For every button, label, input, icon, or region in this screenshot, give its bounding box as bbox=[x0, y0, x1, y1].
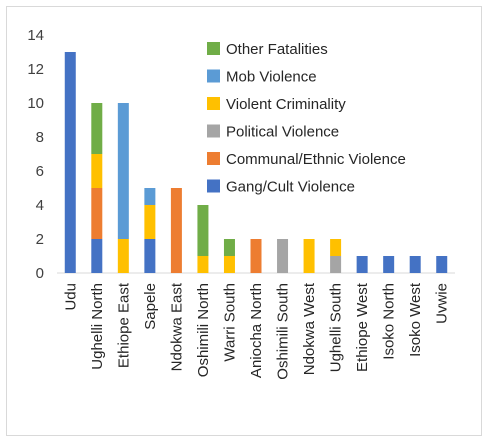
legend-swatch bbox=[207, 97, 220, 110]
bar-segment-other-fatalities bbox=[91, 103, 103, 154]
x-category-label: Oshimili North bbox=[195, 283, 212, 377]
bar-segment-violent-criminality bbox=[303, 239, 315, 273]
x-category-label: Sapele bbox=[142, 283, 159, 330]
bar-segment-gang-cult-violence bbox=[91, 239, 103, 273]
bar-segment-violent-criminality bbox=[223, 256, 235, 273]
y-tick-label: 8 bbox=[36, 129, 44, 146]
y-tick-label: 0 bbox=[36, 265, 44, 282]
y-tick-label: 10 bbox=[27, 95, 44, 112]
bar-segment-political-violence bbox=[277, 239, 289, 273]
x-category-label: Warri South bbox=[221, 283, 238, 362]
chart-frame bbox=[6, 6, 482, 436]
x-category-label: Ndokwa West bbox=[301, 282, 318, 375]
bar-segment-violent-criminality bbox=[117, 239, 129, 273]
x-category-label: Uvwie bbox=[434, 283, 451, 324]
bar-segment-violent-criminality bbox=[144, 205, 156, 239]
bar-segment-violent-criminality bbox=[330, 239, 342, 256]
bar-segment-gang-cult-violence bbox=[356, 256, 368, 273]
x-category-label: Ughelli North bbox=[89, 283, 106, 370]
x-category-label: Ndokwa East bbox=[168, 282, 185, 371]
y-tick-label: 4 bbox=[36, 197, 44, 214]
bar-segment-communal-ethnic-violence bbox=[91, 188, 103, 239]
bar-segment-other-fatalities bbox=[223, 239, 235, 256]
legend-label: Other Fatalities bbox=[226, 41, 328, 58]
bar-segment-other-fatalities bbox=[197, 205, 209, 256]
x-category-label: Ethiope West bbox=[354, 282, 371, 372]
x-category-label: Aniocha North bbox=[248, 283, 265, 378]
bar-segment-gang-cult-violence bbox=[409, 256, 421, 273]
bar-segment-gang-cult-violence bbox=[144, 239, 156, 273]
legend-swatch bbox=[207, 124, 220, 138]
bar-segment-mob-violence bbox=[144, 188, 156, 205]
y-tick-label: 2 bbox=[36, 231, 44, 248]
legend-swatch bbox=[207, 69, 220, 83]
legend-swatch bbox=[207, 152, 220, 165]
bar-segment-communal-ethnic-violence bbox=[250, 239, 262, 273]
x-category-label: Isoko North bbox=[381, 283, 398, 360]
y-tick-label: 14 bbox=[27, 27, 44, 44]
legend-label: Violent Criminality bbox=[226, 96, 346, 113]
legend-swatch bbox=[207, 42, 220, 55]
y-tick-label: 12 bbox=[27, 61, 44, 78]
x-category-label: Isoko West bbox=[407, 282, 424, 357]
legend-label: Political Violence bbox=[226, 124, 339, 141]
legend-swatch bbox=[207, 179, 220, 193]
bar-segment-communal-ethnic-violence bbox=[170, 188, 182, 273]
legend-label: Communal/Ethnic Violence bbox=[226, 151, 406, 168]
bar-segment-political-violence bbox=[330, 256, 342, 273]
y-tick-label: 6 bbox=[36, 163, 44, 180]
x-category-label: Udu bbox=[62, 283, 79, 311]
bar-segment-gang-cult-violence bbox=[64, 52, 76, 273]
x-category-label: Ethiope East bbox=[115, 282, 132, 368]
bar-segment-mob-violence bbox=[117, 103, 129, 239]
x-category-label: Ughelli South bbox=[328, 283, 345, 372]
bar-segment-violent-criminality bbox=[197, 256, 209, 273]
legend-label: Gang/Cult Violence bbox=[226, 179, 355, 196]
bar-segment-gang-cult-violence bbox=[383, 256, 395, 273]
bar-segment-violent-criminality bbox=[91, 154, 103, 188]
legend-label: Mob Violence bbox=[226, 69, 317, 86]
x-category-label: Oshimili South bbox=[275, 283, 292, 380]
bar-segment-gang-cult-violence bbox=[436, 256, 448, 273]
